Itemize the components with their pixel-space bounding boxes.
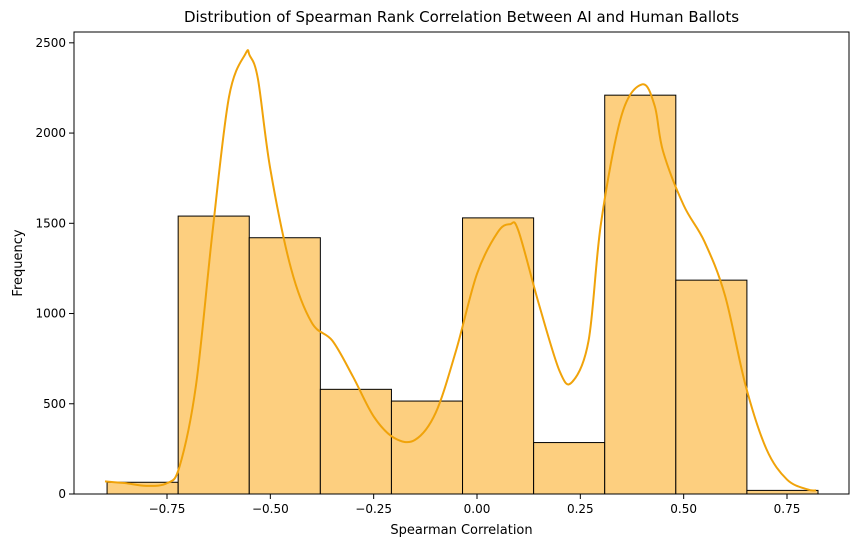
x-tick-label: 0.75 — [774, 502, 801, 516]
x-tick-label: 0.50 — [670, 502, 697, 516]
histogram-bar — [533, 442, 606, 495]
x-tick-label: 0.25 — [567, 502, 594, 516]
x-tick-label: −0.75 — [149, 502, 186, 516]
x-tick-label: 0.00 — [464, 502, 491, 516]
x-tick-label: −0.50 — [252, 502, 289, 516]
y-tick-label: 2000 — [35, 126, 66, 140]
y-tick-label: 1500 — [35, 216, 66, 230]
plot-frame — [73, 31, 850, 495]
y-tick-label: 1000 — [35, 307, 66, 321]
kde-curve — [104, 49, 817, 492]
histogram-bar — [319, 388, 392, 495]
y-tick-label: 0 — [58, 487, 66, 501]
axes-layer: −0.75 −0.50 −0.25 0.00 0.25 0.50 0.75 0 500 1000… — [35, 31, 850, 516]
y-axis-ticks: 0 500 1000 1500 2000 2500 — [35, 36, 74, 501]
x-tick-label: −0.25 — [355, 502, 392, 516]
histogram-bar — [462, 217, 535, 495]
histogram-bar — [177, 215, 250, 495]
chart-title: Distribution of Spearman Rank Correlatio… — [184, 8, 739, 26]
histogram-bar — [746, 489, 819, 495]
x-axis-ticks: −0.75 −0.50 −0.25 0.00 0.25 0.50 0.75 — [149, 494, 801, 516]
y-axis-label: Frequency — [11, 229, 26, 296]
y-tick-label: 2500 — [35, 36, 66, 50]
histogram-bar — [675, 279, 748, 495]
histogram-bar — [248, 237, 321, 495]
x-axis-label: Spearman Correlation — [390, 523, 532, 538]
histogram-bar — [390, 400, 464, 495]
bars-layer — [106, 94, 819, 495]
y-tick-label: 500 — [43, 397, 66, 411]
